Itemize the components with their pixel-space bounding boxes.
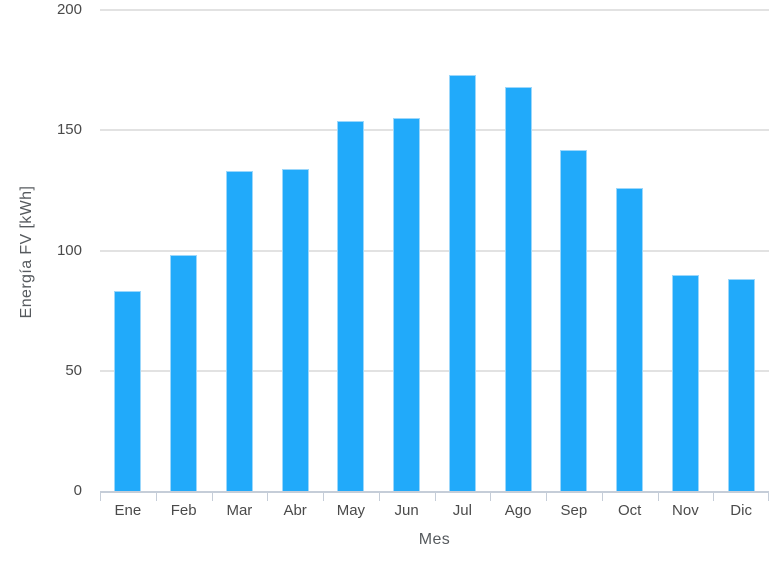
x-axis-tick <box>434 491 436 501</box>
x-tick-label-jul: Jul <box>452 502 472 519</box>
bar-oct <box>616 187 644 491</box>
bar-may <box>337 120 365 491</box>
y-axis-tick-labels: 0 50 100 150 200 <box>0 1 82 499</box>
x-tick-label-dic: Dic <box>730 502 752 519</box>
x-axis-tick <box>100 491 101 501</box>
x-axis-tick <box>601 491 603 501</box>
bar-abr <box>281 168 309 491</box>
bar-mar <box>225 171 253 491</box>
x-axis-tick <box>657 491 659 501</box>
x-tick-label-ene: Ene <box>114 502 142 519</box>
bar-ene <box>114 291 142 491</box>
bar-sep <box>560 149 588 491</box>
x-tick-label-may: May <box>336 502 366 519</box>
x-tick-label-sep: Sep <box>560 502 588 519</box>
x-axis-tick <box>490 491 492 501</box>
x-axis-tick <box>713 491 715 501</box>
x-tick-label-oct: Oct <box>617 502 642 519</box>
bar-feb <box>170 255 198 491</box>
x-tick-label-nov: Nov <box>672 502 699 519</box>
x-axis-tick-labels: Ene Feb Mar Abr May Jun Jul Ago Sep Oct Nov Dic <box>100 502 769 522</box>
y-tick-label-50: 50 <box>65 361 82 379</box>
bar-jun <box>393 118 421 491</box>
x-tick-label-ago: Ago <box>504 502 532 519</box>
gridline-150 <box>100 129 769 132</box>
plot-area <box>100 9 769 501</box>
x-axis-tick <box>155 491 157 501</box>
x-tick-label-feb: Feb <box>170 502 197 519</box>
gridline-100 <box>100 249 769 252</box>
x-axis-tick <box>323 491 324 501</box>
y-tick-label-200: 200 <box>56 1 82 18</box>
x-axis-tick <box>768 491 769 501</box>
x-tick-label-abr: Abr <box>283 502 307 519</box>
bar-dic <box>727 279 755 491</box>
y-tick-label-150: 150 <box>56 121 82 139</box>
gridline-200 <box>100 9 769 11</box>
x-axis-tick <box>546 491 547 501</box>
gridline-50 <box>100 369 769 372</box>
x-tick-label-mar: Mar <box>226 502 253 519</box>
y-tick-label-100: 100 <box>56 241 82 259</box>
bar-nov <box>671 274 699 491</box>
x-axis-tick <box>211 491 213 501</box>
x-axis-title: Mes <box>418 531 451 548</box>
x-axis-tick <box>378 491 380 501</box>
bar-ago <box>504 86 532 491</box>
x-axis-tick <box>267 491 269 501</box>
bar-jul <box>448 74 476 491</box>
x-tick-label-jun: Jun <box>394 502 419 519</box>
y-tick-label-0: 0 <box>73 482 82 499</box>
